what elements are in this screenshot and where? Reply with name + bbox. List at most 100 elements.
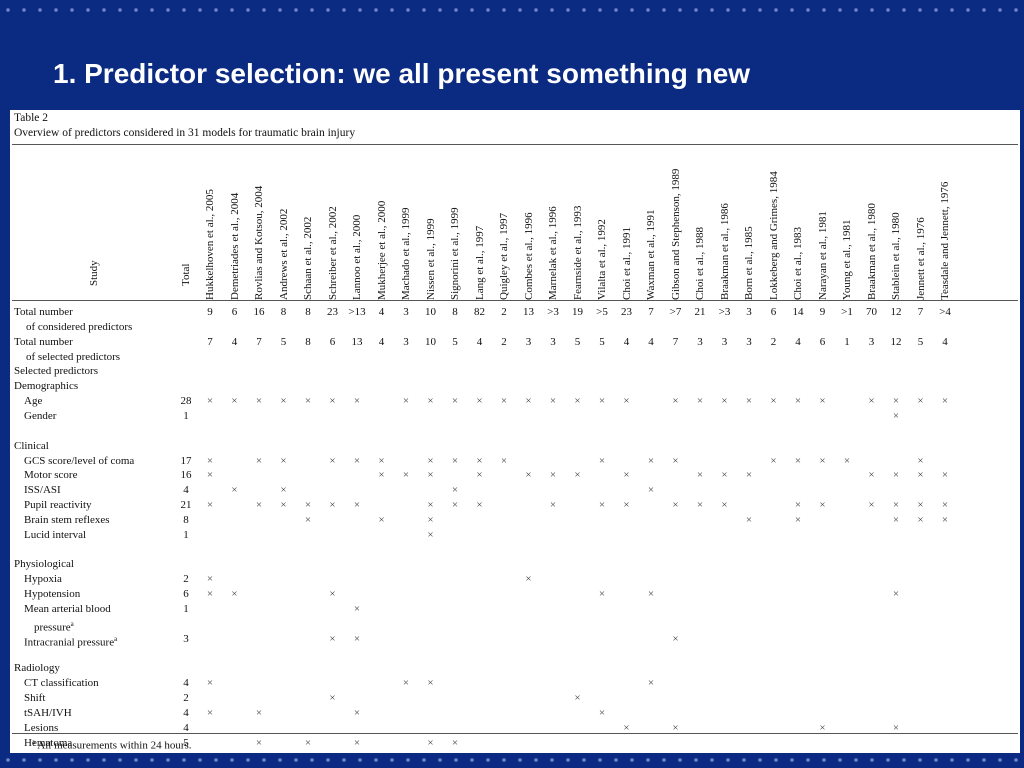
row-total: 1: [183, 409, 189, 422]
predictor-mark: ×: [206, 573, 214, 586]
count-cell: 5: [917, 335, 924, 348]
count-cell: 4: [795, 335, 801, 348]
predictor-mark: ×: [598, 588, 606, 601]
predictor-mark: ×: [353, 454, 361, 467]
predictor-mark: ×: [476, 469, 483, 482]
count-cell: 4: [476, 335, 483, 348]
count-cell: 10: [425, 335, 436, 348]
predictor-mark: ×: [941, 395, 949, 408]
table-caption: Table 2: [14, 112, 49, 124]
count-cell: 5: [574, 335, 581, 348]
predictor-mark: ×: [721, 469, 728, 482]
count-cell: >3: [718, 306, 731, 318]
predictor-mark: ×: [255, 454, 263, 467]
count-cell: 13: [523, 306, 534, 318]
footnote-mark: a: [32, 738, 36, 746]
count-cell: 3: [746, 335, 752, 348]
row-label: Brain stem reflexes: [24, 513, 110, 526]
predictor-mark: ×: [476, 454, 483, 467]
count-cell: 4: [623, 335, 630, 348]
predictor-mark: ×: [353, 395, 361, 408]
count-cell: 9: [207, 306, 213, 318]
count-cell: 7: [256, 335, 262, 348]
predictor-mark: ×: [451, 499, 459, 512]
predictor-mark: ×: [255, 736, 263, 749]
count-cell: 3: [403, 306, 409, 318]
predictor-mark: ×: [206, 469, 214, 482]
predictor-mark: ×: [451, 395, 459, 408]
row-label: Radiology: [14, 662, 60, 675]
predictor-mark: ×: [672, 395, 679, 408]
predictor-mark: ×: [647, 677, 655, 690]
predictor-mark: ×: [280, 484, 287, 497]
predictor-mark: ×: [549, 395, 557, 408]
predictor-mark: ×: [892, 469, 900, 482]
row-label: Age: [24, 395, 43, 408]
predictor-mark: ×: [892, 395, 900, 408]
row-total: 1: [183, 603, 189, 615]
count-cell: 3: [746, 306, 752, 318]
predictor-mark: ×: [304, 499, 312, 512]
predictor-mark: ×: [329, 454, 336, 467]
predictor-mark: ×: [206, 454, 214, 467]
count-cell: 7: [207, 335, 213, 348]
count-cell: 5: [452, 335, 458, 348]
row-total: 4: [183, 677, 189, 690]
predictor-mark: ×: [598, 454, 606, 467]
predictor-mark: ×: [574, 395, 581, 408]
predictor-mark: ×: [794, 499, 802, 512]
predictor-mark: ×: [598, 395, 606, 408]
table-bottom-rule: [12, 733, 1018, 734]
predictor-mark: ×: [941, 513, 949, 526]
count-cell: 7: [917, 306, 924, 318]
predictor-mark: ×: [451, 484, 459, 497]
predictor-mark: ×: [206, 706, 214, 719]
predictor-mark: ×: [329, 632, 336, 645]
count-cell: 8: [305, 306, 311, 318]
predictor-mark: ×: [892, 499, 900, 512]
count-cell: 14: [792, 306, 804, 318]
row-label: Physiological: [14, 558, 74, 571]
predictor-mark: ×: [917, 469, 924, 482]
predictor-mark: ×: [892, 721, 900, 734]
predictor-mark: ×: [574, 692, 581, 705]
predictor-mark: ×: [427, 395, 434, 408]
row-total: 17: [180, 454, 192, 467]
predictor-mark: ×: [525, 469, 532, 482]
predictor-mark: ×: [427, 454, 434, 467]
count-cell: 23: [621, 306, 632, 318]
count-cell: >13: [348, 306, 366, 318]
predictor-mark: ×: [892, 513, 900, 526]
predictor-mark: ×: [280, 454, 287, 467]
count-cell: 3: [721, 335, 728, 348]
count-cell: >1: [841, 306, 853, 318]
row-label: Hypoxia: [24, 573, 62, 586]
predictor-mark: ×: [231, 484, 238, 497]
predictor-mark: ×: [525, 395, 532, 408]
predictor-mark: ×: [941, 499, 949, 512]
row-label: GCS score/level of coma: [24, 454, 135, 467]
predictor-mark: ×: [843, 454, 851, 467]
predictor-mark: ×: [672, 721, 679, 734]
footnote-text: All measurements within 24 hours.: [37, 739, 192, 752]
table-figure: Table 2 Overview of predictors considere…: [10, 110, 1020, 753]
predictor-mark: ×: [623, 469, 630, 482]
count-cell: 6: [770, 306, 777, 318]
row-total: 3: [183, 632, 189, 645]
count-cell: 3: [403, 335, 409, 348]
row-label: Hematoma: [24, 736, 73, 749]
count-cell: 4: [942, 335, 948, 348]
table-subtitle: Overview of predictors considered in 31 …: [14, 127, 356, 139]
count-cell: 8: [280, 306, 287, 318]
predictor-mark: ×: [721, 395, 728, 408]
count-cell: 4: [648, 335, 654, 348]
count-cell: 70: [866, 306, 877, 318]
predictor-mark: ×: [378, 454, 385, 467]
predictor-mark: ×: [353, 736, 361, 749]
predictor-mark: ×: [329, 588, 336, 601]
count-cell: 82: [474, 306, 485, 318]
predictor-mark: ×: [451, 454, 459, 467]
count-cell: 16: [253, 306, 265, 318]
row-label: ISS/ASI: [24, 484, 61, 497]
row-total: 5: [183, 736, 189, 749]
